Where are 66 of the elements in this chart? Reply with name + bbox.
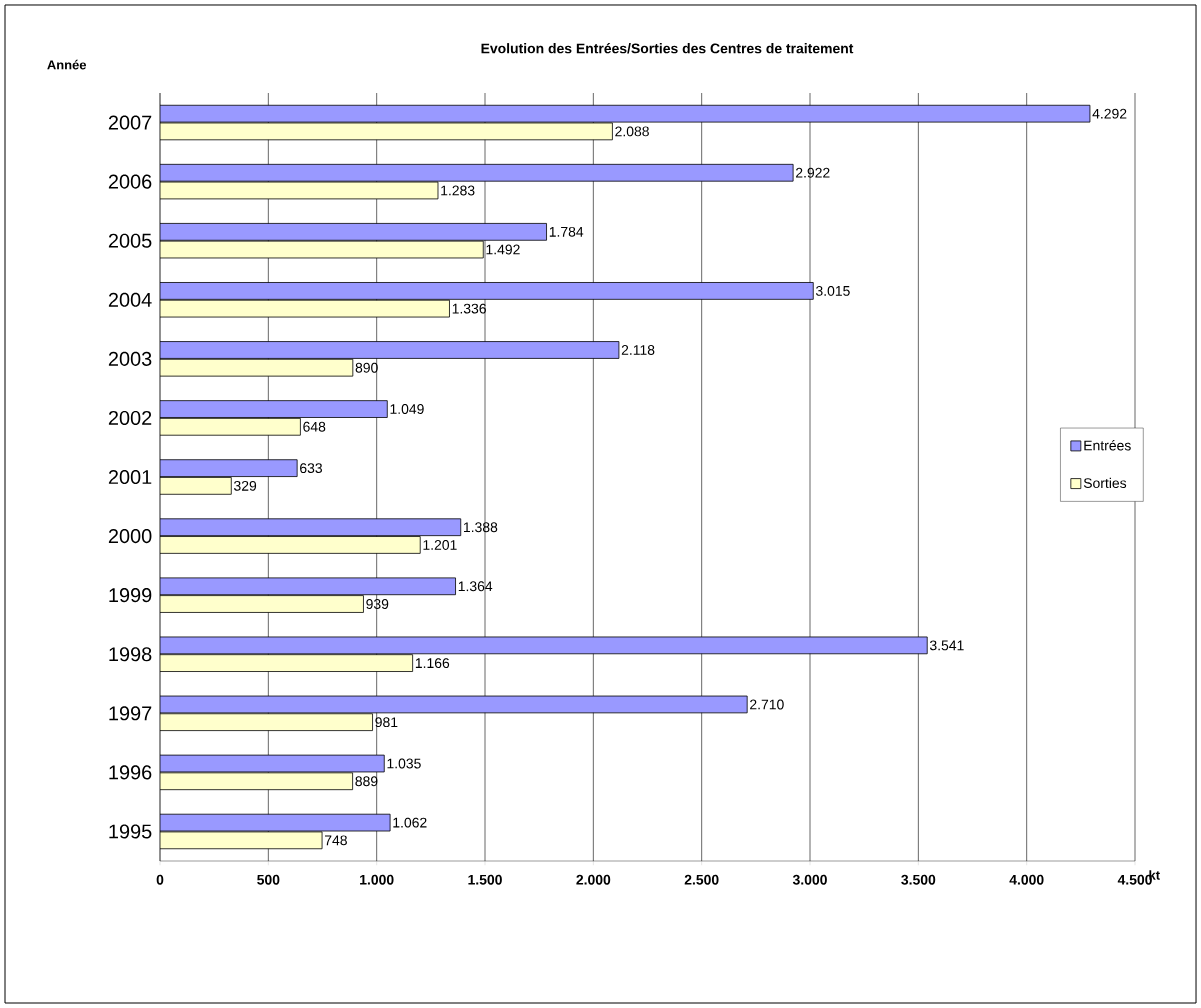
data-label: 2.118 xyxy=(621,345,655,355)
data-label: 2.922 xyxy=(796,167,830,178)
data-label: 1.492 xyxy=(486,244,520,255)
data-label: 2.710 xyxy=(750,699,784,710)
y-axis-title: Année xyxy=(47,59,87,70)
data-label: 890 xyxy=(355,362,378,373)
y-tick-label: 2002 xyxy=(108,410,152,425)
y-tick-label: 1996 xyxy=(109,765,152,780)
data-label: 1.336 xyxy=(452,303,486,314)
data-label: 1.364 xyxy=(458,581,493,592)
data-label: 1.201 xyxy=(423,539,457,550)
x-tick-label: 500 xyxy=(257,874,280,885)
y-tick-label: 2003 xyxy=(108,351,152,366)
data-label: 648 xyxy=(303,421,326,432)
bar xyxy=(160,417,301,436)
y-tick-label: 2006 xyxy=(108,174,152,189)
x-tick-label: 3.000 xyxy=(792,874,827,885)
data-label: 1.388 xyxy=(464,522,498,533)
x-tick-label: 1.000 xyxy=(360,874,394,885)
bar xyxy=(160,477,232,495)
y-tick-label: 2004 xyxy=(108,292,152,307)
data-label: 1.062 xyxy=(393,817,427,828)
data-label: 939 xyxy=(366,599,389,609)
data-label: 1.784 xyxy=(549,226,584,237)
bar xyxy=(160,654,414,672)
x-tick-label: 2.000 xyxy=(576,874,611,885)
bar xyxy=(160,163,794,182)
x-tick-label: 1.500 xyxy=(468,874,502,885)
x-tick-label: 4.000 xyxy=(1009,874,1044,885)
y-tick-label: 2007 xyxy=(108,115,152,130)
data-label: 329 xyxy=(234,480,257,491)
data-label: 1.283 xyxy=(441,185,475,196)
bar xyxy=(160,341,620,359)
y-tick-label: 1999 xyxy=(109,588,152,603)
legend-label: Sorties xyxy=(1083,477,1127,489)
y-tick-label: 2001 xyxy=(108,469,152,485)
data-label: 633 xyxy=(300,463,322,474)
bar xyxy=(160,400,388,418)
bar xyxy=(160,536,421,554)
legend-label: Entrées xyxy=(1084,440,1131,451)
y-tick-label: 2005 xyxy=(108,233,152,248)
x-tick-label: 3.500 xyxy=(901,874,936,885)
x-tick-label: 0 xyxy=(156,874,164,885)
chart-title: Evolution des Entrées/Sorties des Centres de traitement xyxy=(481,42,854,54)
bar xyxy=(160,518,462,537)
y-tick-label: 1998 xyxy=(109,647,152,662)
data-label: 889 xyxy=(355,776,378,787)
y-tick-label: 1995 xyxy=(109,824,152,839)
bar xyxy=(160,713,373,731)
y-tick-label: 2000 xyxy=(108,529,152,544)
data-label: 1.049 xyxy=(390,404,424,415)
data-label: 3.015 xyxy=(815,285,850,296)
bar xyxy=(160,459,298,477)
y-tick-label: 1997 xyxy=(109,706,152,721)
bar xyxy=(160,772,354,791)
x-tick-label: 2.500 xyxy=(684,874,719,885)
data-label: 2.088 xyxy=(615,126,649,137)
data-label: 748 xyxy=(324,835,347,846)
data-label: 1.166 xyxy=(415,658,450,669)
bar xyxy=(160,282,814,300)
data-label: 981 xyxy=(375,717,398,728)
bar xyxy=(160,223,547,241)
data-label: 4.292 xyxy=(1092,108,1127,119)
bar xyxy=(160,595,364,613)
data-label: 3.541 xyxy=(929,640,964,651)
data-label: 1.035 xyxy=(387,758,421,769)
